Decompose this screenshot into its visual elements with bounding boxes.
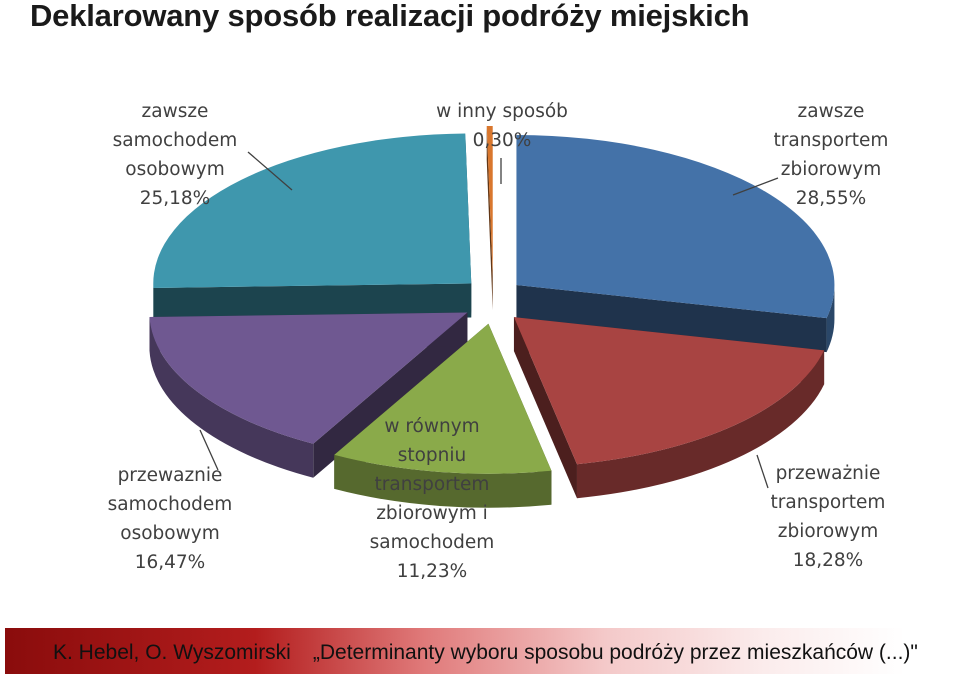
footer-work-title: „Determinanty wyboru sposobu podróży prz… <box>312 641 918 664</box>
pie-slice-top <box>486 126 493 277</box>
pie-slice-3 <box>334 323 552 508</box>
pie-slice-top <box>513 317 825 465</box>
pie-slice-wall <box>513 317 577 499</box>
pie-slice-rim <box>149 316 314 478</box>
pie-slice-5 <box>153 133 472 322</box>
slice-label: przewaznie samochodem osobowym 16,47% <box>108 465 233 573</box>
pie-slice-6 <box>486 126 493 311</box>
pie-slice-1 <box>516 135 835 353</box>
pie-slice-2 <box>513 317 825 499</box>
pie-slice-rim <box>826 285 835 353</box>
pie-slice-top <box>153 133 472 288</box>
pie-slice-wall <box>486 126 493 311</box>
pie-slice-top <box>149 312 468 444</box>
leader-line <box>247 151 293 191</box>
slice-label: zawsze transportem zbiorowym 28,55% <box>774 101 889 209</box>
footer-authors: K. Hebel, O. Wyszomirski <box>53 641 291 664</box>
pie-slice-wall <box>313 312 468 478</box>
slice-label: zawsze samochodem osobowym 25,18% <box>113 101 238 209</box>
slice-label: w równym stopniu transportem zbiorowym i sam… <box>370 416 495 582</box>
slice-label: przeważnie transportem zbiorowym 18,28% <box>771 463 886 571</box>
leader-line <box>199 429 219 471</box>
pie-slice-wall <box>516 285 827 353</box>
leader-line <box>732 177 779 196</box>
pie-slice-wall <box>153 283 472 322</box>
footer-banner: K. Hebel, O. Wyszomirski „Determinanty wy… <box>5 628 959 674</box>
footer-citation: K. Hebel, O. Wyszomirski „Determinanty wy… <box>53 641 940 665</box>
leader-line <box>756 454 769 489</box>
pie-slice-rim <box>576 350 825 499</box>
pie-slice-top <box>516 135 835 319</box>
pie-slice-4 <box>149 312 468 478</box>
pie-chart: zawsze transportem zbiorowym 28,55% przeważn… <box>108 101 889 582</box>
pie-slice-top <box>334 323 552 474</box>
chart-title: Deklarowany sposób realizacji podróży mi… <box>30 0 750 33</box>
pie-slice-rim <box>334 454 552 508</box>
slice-label: w inny sposób 0,30% <box>436 101 568 151</box>
